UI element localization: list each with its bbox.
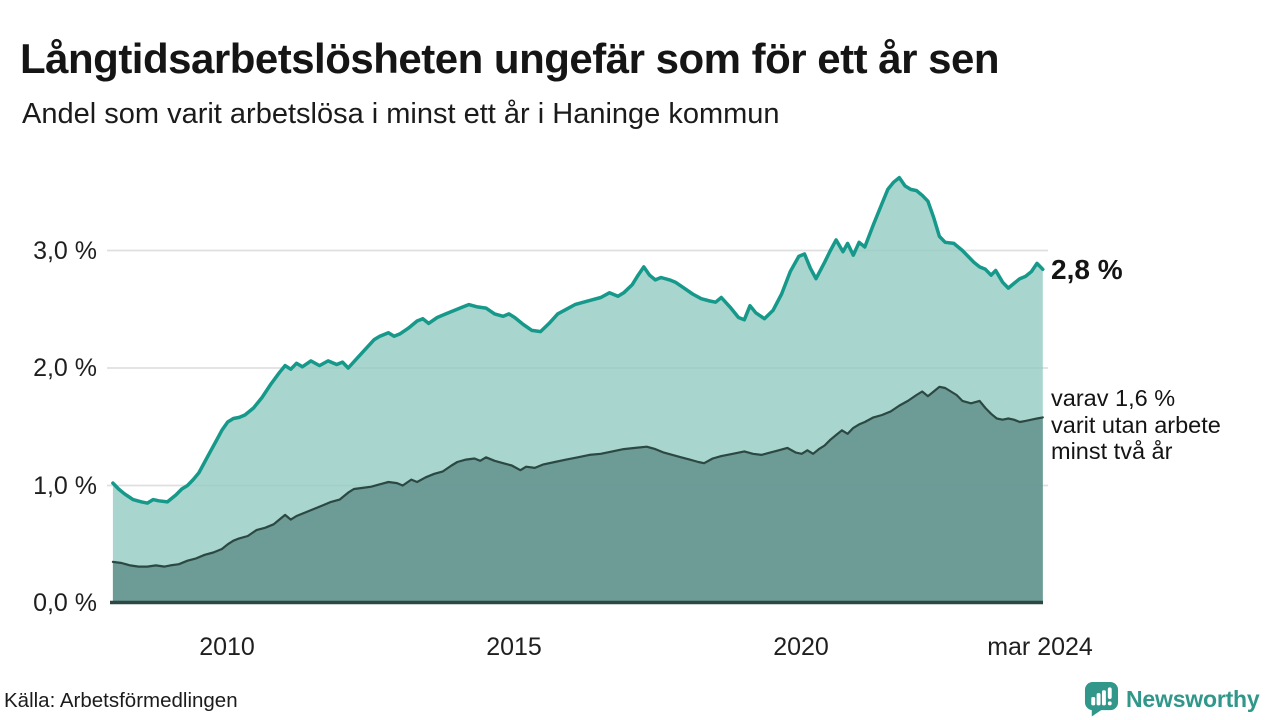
series-area [112, 386, 1043, 603]
series-line [111, 385, 1044, 568]
series-line [111, 175, 1045, 505]
x-axis-tick-label: 2020 [773, 633, 829, 661]
y-axis-tick-label: 3,0 % [33, 237, 97, 265]
newsworthy-logo[interactable]: Newsworthy [1084, 681, 1260, 717]
page-title: Långtidsarbetslösheten ungefär som för e… [20, 35, 1000, 83]
y-axis-tick-label: 0,0 % [33, 589, 97, 617]
y-axis-tick-label: 1,0 % [33, 472, 97, 500]
y-axis-tick-label: 2,0 % [33, 354, 97, 382]
newsworthy-icon [1084, 681, 1119, 717]
x-axis-tick-label: 2015 [486, 633, 542, 661]
series-end-value-label: 2,8 % [1051, 253, 1123, 285]
x-axis-tick-label: 2010 [199, 633, 255, 661]
chart-subtitle: Andel som varit arbetslösa i minst ett å… [22, 98, 780, 130]
source-note: Källa: Arbetsförmedlingen [4, 689, 238, 712]
annotation-line: varit utan arbete [1051, 411, 1221, 438]
annotation-line: minst två år [1051, 438, 1173, 465]
annotation-line: varav 1,6 % [1051, 385, 1176, 412]
secondary-series-annotation: varav 1,6 % varit utan arbete minst två … [1051, 385, 1221, 465]
x-axis-tick-label: mar 2024 [987, 633, 1093, 661]
newsworthy-wordmark: Newsworthy [1126, 685, 1260, 712]
